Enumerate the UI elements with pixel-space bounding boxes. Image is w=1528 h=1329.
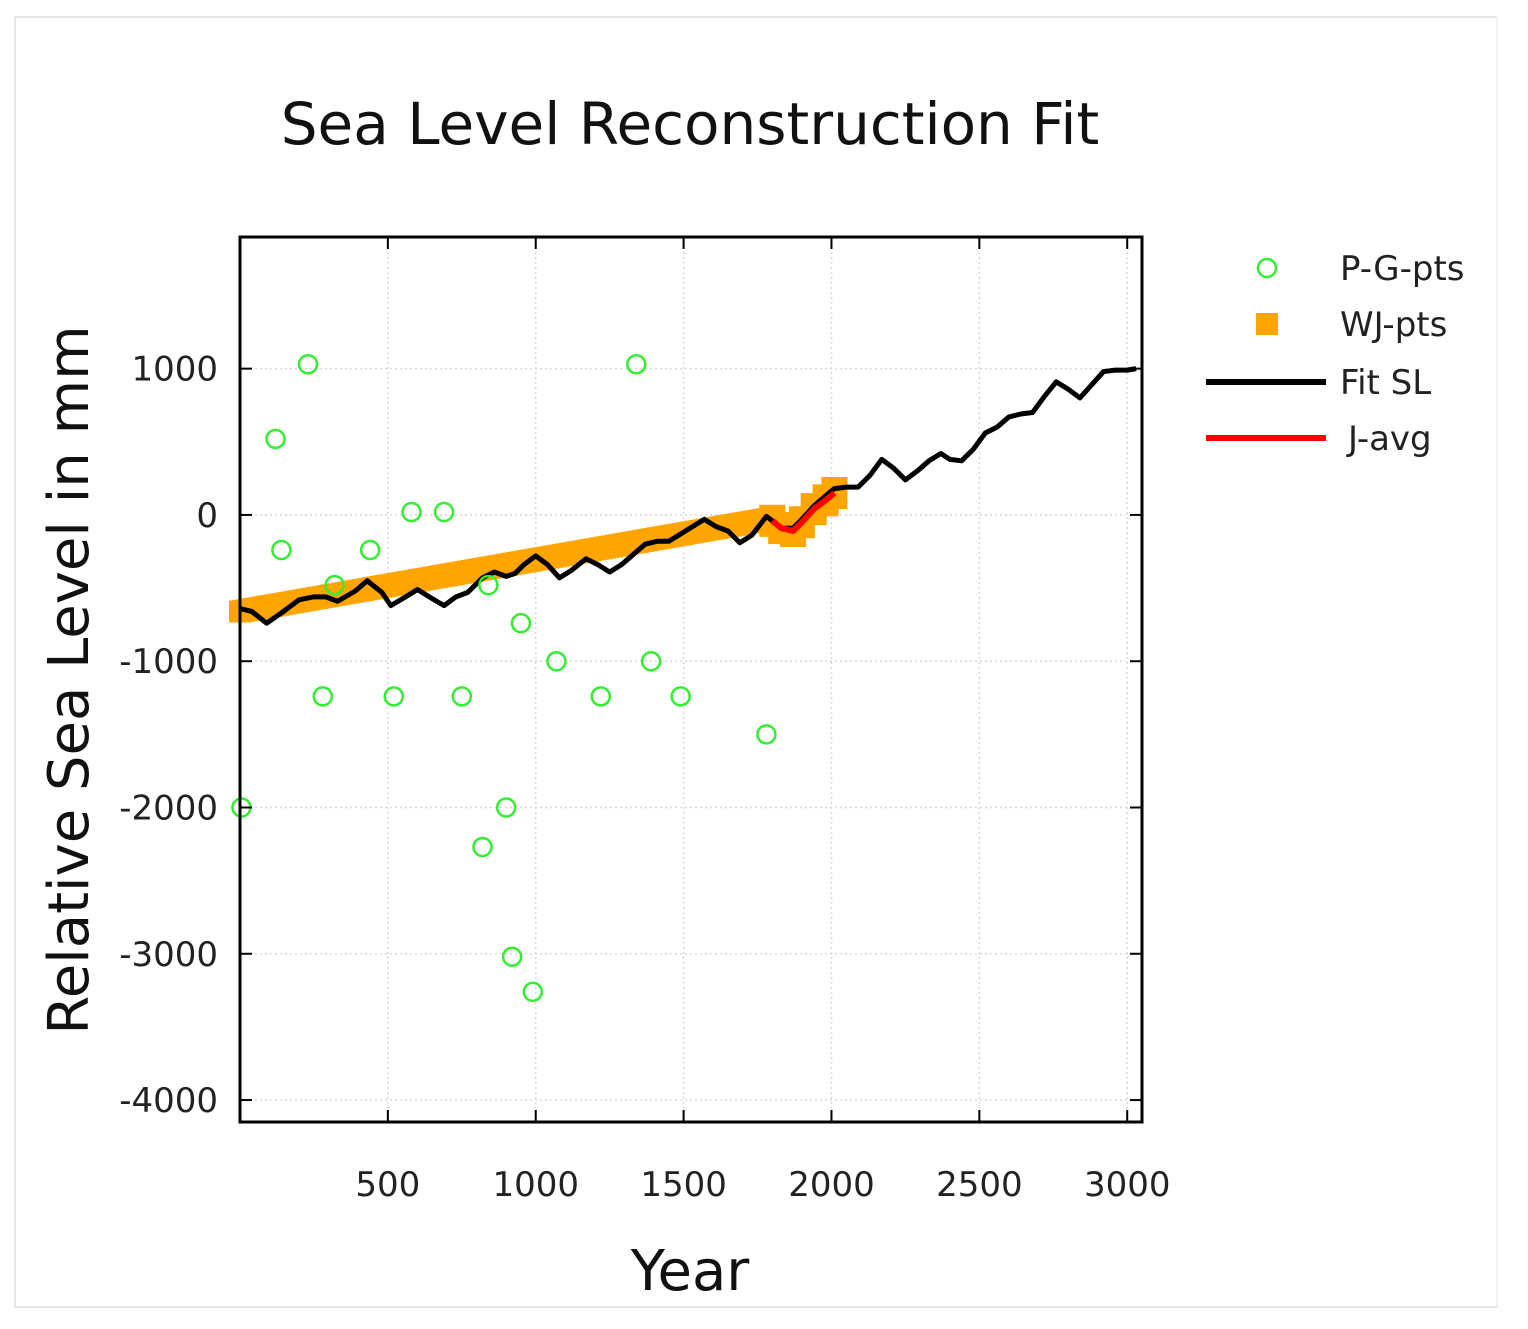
- chart-title: Sea Level Reconstruction Fit: [281, 90, 1100, 158]
- p-g-pts-marker: [271, 539, 292, 561]
- p-g-pts-marker: [756, 724, 777, 745]
- y-tick-label: 0: [196, 496, 218, 536]
- wj-pts-series: [229, 476, 848, 623]
- tick-labels: 500 1000 1500 2000 2500 3000 1000 0 -1000 -2000 -3…: [119, 350, 1170, 1205]
- p-g-pts-marker: [522, 981, 544, 1003]
- legend-label: WJ-pts: [1340, 305, 1447, 345]
- y-tick-label: -2000: [119, 788, 218, 828]
- p-g-pts-marker: [383, 686, 405, 707]
- p-g-pts-marker: [640, 650, 662, 672]
- p-g-pts-marker: [433, 501, 455, 523]
- p-g-pts-series: [231, 354, 777, 1003]
- legend-label: J-avg: [1346, 419, 1432, 459]
- legend-p-g-pts-marker: [1256, 257, 1278, 279]
- legend-wj-pts-marker: [1256, 313, 1278, 335]
- frame-border-left: [14, 16, 16, 1306]
- p-g-pts-marker: [297, 354, 319, 375]
- x-tick-label: 2500: [936, 1165, 1023, 1205]
- p-g-pts-marker: [324, 574, 345, 596]
- y-axis-label: Relative Sea Level in mm: [37, 325, 102, 1034]
- p-g-pts-marker: [312, 686, 334, 707]
- x-tick-label: 1000: [492, 1165, 579, 1205]
- x-tick-label: 2000: [788, 1165, 875, 1205]
- p-g-pts-marker: [478, 574, 499, 596]
- y-tick-label: -4000: [119, 1081, 218, 1121]
- p-g-pts-marker: [451, 686, 473, 707]
- frame-border-top: [14, 16, 1498, 18]
- x-tick-label: 500: [355, 1165, 420, 1205]
- p-g-pts-marker: [359, 539, 381, 561]
- y-tick-label: -3000: [119, 935, 218, 975]
- x-tick-label: 1500: [640, 1165, 727, 1205]
- p-g-pts-marker: [265, 428, 286, 450]
- plot-axes: [238, 235, 1144, 1124]
- j-avg-line: [770, 490, 837, 535]
- p-g-pts-marker: [670, 686, 691, 707]
- y-tick-label: -1000: [119, 642, 218, 682]
- legend: P-G-pts WJ-pts Fit SL J-avg: [1206, 249, 1465, 459]
- p-g-pts-marker: [401, 501, 422, 523]
- y-tick-label: 1000: [131, 350, 218, 390]
- p-g-pts-marker: [590, 686, 612, 707]
- p-g-pts-marker: [510, 612, 532, 634]
- grid-lines: [240, 237, 1142, 1122]
- legend-label: P-G-pts: [1340, 249, 1465, 289]
- fit-sl-series: [239, 366, 1137, 626]
- p-g-pts-marker: [495, 797, 517, 818]
- p-g-pts-marker: [546, 650, 567, 672]
- p-g-pts-marker: [626, 354, 647, 375]
- legend-label: Fit SL: [1340, 363, 1431, 403]
- j-avg-series: [770, 490, 837, 535]
- plot-frame: [238, 235, 1144, 1124]
- frame-border-right: [1496, 16, 1498, 1306]
- p-g-pts-marker: [472, 836, 493, 858]
- fit-sl-line: [239, 366, 1137, 626]
- x-tick-label: 3000: [1084, 1165, 1171, 1205]
- x-axis-label: Year: [630, 1239, 751, 1304]
- frame-border-bottom: [14, 1306, 1498, 1308]
- p-g-pts-marker: [501, 946, 523, 967]
